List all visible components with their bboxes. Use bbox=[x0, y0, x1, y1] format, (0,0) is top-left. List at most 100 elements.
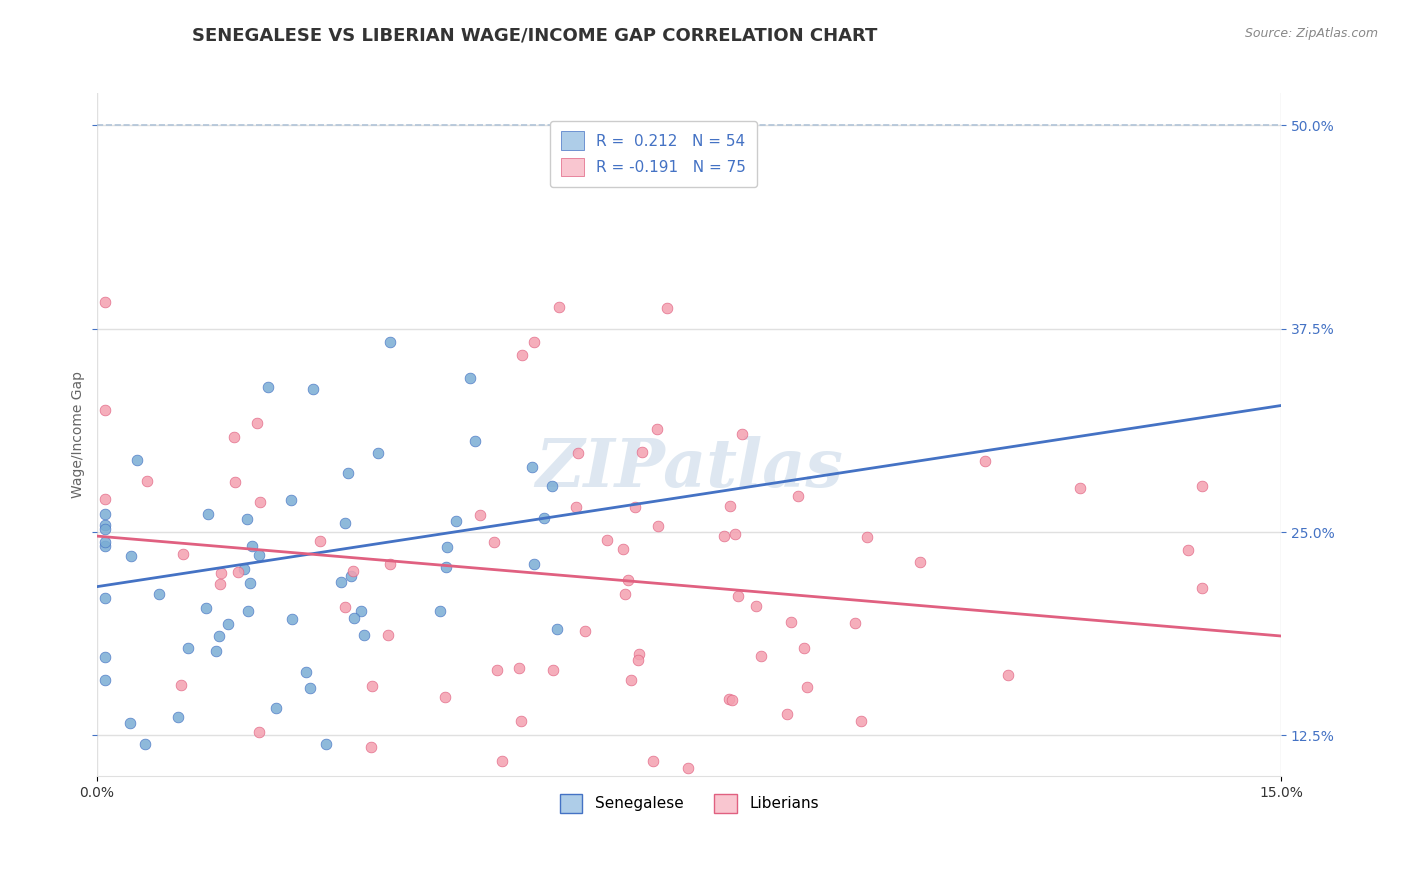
Liberians bbox=[309, 534, 332, 549]
Senegalese bbox=[94, 507, 117, 521]
Senegalese bbox=[302, 382, 325, 396]
Senegalese bbox=[330, 575, 353, 590]
Senegalese bbox=[148, 587, 170, 601]
Senegalese bbox=[429, 604, 451, 618]
Senegalese bbox=[134, 737, 156, 751]
Senegalese bbox=[247, 549, 270, 563]
Senegalese bbox=[94, 673, 117, 687]
Text: ZIPatlas: ZIPatlas bbox=[536, 436, 844, 501]
Liberians bbox=[172, 547, 194, 561]
Senegalese bbox=[94, 539, 117, 553]
Liberians bbox=[1069, 481, 1091, 495]
Senegalese bbox=[367, 446, 389, 460]
Liberians bbox=[485, 663, 508, 677]
Senegalese bbox=[436, 541, 458, 555]
Liberians bbox=[565, 500, 588, 515]
Liberians bbox=[620, 673, 643, 687]
Liberians bbox=[94, 403, 117, 417]
Senegalese bbox=[339, 568, 361, 582]
Senegalese bbox=[336, 466, 359, 480]
Liberians bbox=[713, 529, 735, 543]
Liberians bbox=[136, 474, 159, 488]
Liberians bbox=[491, 754, 513, 768]
Liberians bbox=[512, 348, 534, 362]
Liberians bbox=[775, 706, 797, 721]
Liberians bbox=[727, 589, 749, 603]
Liberians bbox=[908, 555, 931, 569]
Senegalese bbox=[434, 559, 457, 574]
Liberians bbox=[731, 427, 754, 442]
Liberians bbox=[470, 508, 492, 523]
Liberians bbox=[641, 755, 664, 769]
Liberians bbox=[360, 739, 382, 754]
Senegalese bbox=[120, 716, 142, 731]
Senegalese bbox=[195, 601, 218, 615]
Liberians bbox=[523, 335, 546, 350]
Senegalese bbox=[280, 612, 302, 626]
Liberians bbox=[844, 616, 866, 631]
Senegalese bbox=[94, 649, 117, 664]
Senegalese bbox=[197, 507, 219, 521]
Liberians bbox=[786, 489, 808, 503]
Liberians bbox=[1177, 543, 1199, 558]
Liberians bbox=[647, 518, 669, 533]
Liberians bbox=[623, 500, 645, 514]
Senegalese bbox=[343, 611, 366, 625]
Liberians bbox=[627, 653, 650, 667]
Liberians bbox=[612, 542, 634, 557]
Senegalese bbox=[207, 629, 229, 643]
Text: Source: ZipAtlas.com: Source: ZipAtlas.com bbox=[1244, 27, 1378, 40]
Liberians bbox=[170, 678, 193, 692]
Senegalese bbox=[266, 701, 288, 715]
Liberians bbox=[631, 445, 654, 459]
Senegalese bbox=[257, 380, 280, 394]
Senegalese bbox=[522, 459, 544, 474]
Liberians bbox=[224, 475, 246, 489]
Senegalese bbox=[120, 549, 142, 563]
Liberians bbox=[855, 530, 877, 544]
Liberians bbox=[704, 812, 727, 826]
Senegalese bbox=[236, 512, 259, 526]
Liberians bbox=[541, 663, 564, 677]
Liberians bbox=[1191, 479, 1213, 493]
Liberians bbox=[974, 453, 997, 467]
Liberians bbox=[222, 429, 245, 443]
Liberians bbox=[574, 624, 596, 639]
Senegalese bbox=[280, 492, 302, 507]
Liberians bbox=[249, 495, 271, 509]
Senegalese bbox=[541, 479, 564, 493]
Senegalese bbox=[299, 681, 322, 696]
Liberians bbox=[377, 628, 399, 642]
Liberians bbox=[547, 301, 569, 315]
Liberians bbox=[655, 301, 678, 315]
Liberians bbox=[717, 692, 740, 706]
Liberians bbox=[749, 648, 772, 663]
Senegalese bbox=[238, 604, 260, 618]
Liberians bbox=[360, 679, 382, 693]
Liberians bbox=[851, 714, 873, 728]
Senegalese bbox=[177, 640, 200, 655]
Senegalese bbox=[240, 539, 263, 553]
Liberians bbox=[342, 564, 364, 578]
Liberians bbox=[779, 615, 801, 629]
Senegalese bbox=[94, 522, 117, 536]
Liberians bbox=[744, 599, 766, 614]
Liberians bbox=[718, 499, 741, 513]
Senegalese bbox=[94, 517, 117, 532]
Liberians bbox=[482, 534, 505, 549]
Senegalese bbox=[353, 628, 375, 642]
Senegalese bbox=[464, 434, 486, 448]
Liberians bbox=[378, 557, 401, 571]
Text: SENEGALESE VS LIBERIAN WAGE/INCOME GAP CORRELATION CHART: SENEGALESE VS LIBERIAN WAGE/INCOME GAP C… bbox=[191, 27, 877, 45]
Liberians bbox=[1191, 581, 1213, 595]
Senegalese bbox=[533, 511, 555, 525]
Liberians bbox=[434, 690, 457, 704]
Senegalese bbox=[217, 617, 239, 632]
Liberians bbox=[249, 724, 271, 739]
Senegalese bbox=[94, 534, 117, 549]
Liberians bbox=[627, 647, 650, 661]
Liberians bbox=[209, 566, 232, 580]
Y-axis label: Wage/Income Gap: Wage/Income Gap bbox=[72, 371, 86, 498]
Liberians bbox=[721, 693, 744, 707]
Senegalese bbox=[205, 644, 228, 658]
